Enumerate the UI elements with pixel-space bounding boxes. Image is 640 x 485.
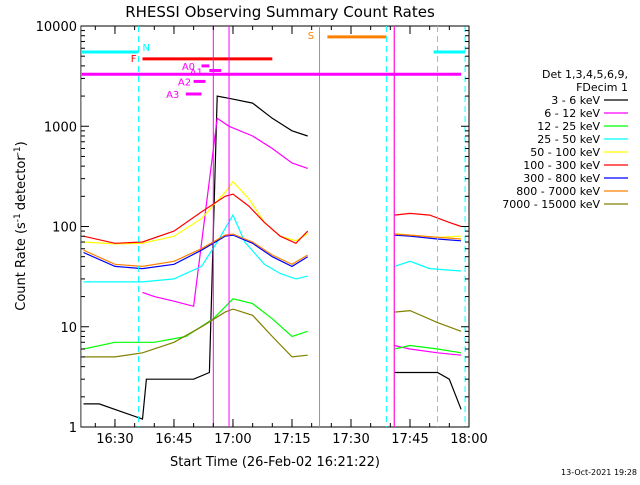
y-tick-label: 100 xyxy=(52,221,77,236)
y-axis-label-superscript: -1 xyxy=(13,213,23,222)
series-line xyxy=(83,233,462,268)
attenuator-a2-label: A2 xyxy=(178,77,191,88)
y-tick-label: 10000 xyxy=(36,20,77,35)
series-line xyxy=(83,213,462,283)
y-tick-label: 1 xyxy=(69,421,77,436)
y-axis-label-superscript-2: -1 xyxy=(13,146,23,155)
series-layer xyxy=(83,95,462,420)
y-tick-label: 10 xyxy=(60,321,77,336)
legend-label: 3 - 6 keV xyxy=(551,94,600,107)
x-tick-label: 17:15 xyxy=(273,432,310,447)
legend-header-1: Det 1,3,4,5,6,9, xyxy=(542,68,628,81)
y-axis-label-main: Count Rate (s xyxy=(14,222,29,311)
y-axis-label: Count Rate (s-1detector-1) xyxy=(13,141,29,310)
series-line xyxy=(83,308,462,358)
legend-label: 100 - 300 keV xyxy=(523,159,600,172)
tick-layer: 16:30 16:45 17:00 17:15 17:30 17:45 18:00 1 10 10… xyxy=(36,20,488,447)
x-tick-label: 18:00 xyxy=(450,432,487,447)
legend-header-2: FDecim 1 xyxy=(576,81,628,94)
saa-label: S xyxy=(308,31,314,42)
legend-label: 300 - 800 keV xyxy=(523,172,600,185)
night-label: N xyxy=(142,43,149,54)
x-axis-label: Start Time (26-Feb-02 16:21:22) xyxy=(170,455,380,470)
attenuator-a0-label: A0 xyxy=(182,62,195,73)
x-tick-label: 17:45 xyxy=(391,432,428,447)
chart-title: RHESSI Observing Summary Count Rates xyxy=(125,3,435,21)
legend-label: 6 - 12 keV xyxy=(544,107,600,120)
series-line xyxy=(83,95,462,420)
legend-label: 800 - 7000 keV xyxy=(516,185,600,198)
series-line xyxy=(83,234,462,270)
legend-label: 12 - 25 keV xyxy=(537,120,600,133)
y-axis-label-rest: detector xyxy=(14,155,29,211)
legend-label: 50 - 100 keV xyxy=(530,146,600,159)
legend-label: 25 - 50 keV xyxy=(537,133,600,146)
attenuator-a1-label: A1 xyxy=(190,68,203,79)
series-line xyxy=(83,298,462,354)
x-tick-label: 16:30 xyxy=(96,432,133,447)
flare-label: F xyxy=(131,54,137,65)
x-tick-label: 17:00 xyxy=(214,432,251,447)
attenuator-a3-label: A3 xyxy=(166,90,179,101)
y-axis-label-end: ) xyxy=(14,141,29,146)
legend-label: 7000 - 15000 keV xyxy=(502,198,600,211)
y-tick-label: 1000 xyxy=(44,120,77,135)
footer-timestamp: 13-Oct-2021 19:28 xyxy=(561,468,637,477)
x-tick-label: 16:45 xyxy=(155,432,192,447)
x-tick-label: 17:30 xyxy=(332,432,369,447)
